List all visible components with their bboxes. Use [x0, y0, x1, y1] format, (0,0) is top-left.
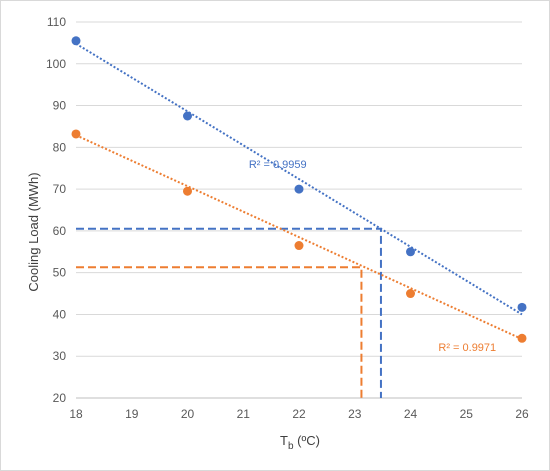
y-tick-label: 40 [53, 307, 67, 321]
y-tick-label: 60 [53, 224, 67, 238]
data-point [183, 186, 192, 196]
x-tick-labels: 18 19 20 21 22 23 24 25 26 [69, 407, 529, 421]
data-points [71, 36, 527, 343]
y-tick-label: 90 [53, 99, 67, 113]
x-tick-label: 25 [460, 407, 474, 421]
data-point [406, 247, 415, 257]
y-tick-label: 50 [53, 266, 67, 280]
data-point [71, 36, 81, 46]
x-tick-label: 22 [292, 407, 306, 421]
y-tick-label: 100 [46, 57, 66, 71]
x-axis-title: Tb (ºC) [280, 433, 320, 452]
x-axis-title-unit: (ºC) [294, 433, 320, 448]
x-tick-label: 18 [69, 407, 83, 421]
y-tick-label: 70 [53, 182, 67, 196]
trendline-0 [75, 42, 523, 316]
x-axis-title-main: T [280, 433, 288, 448]
data-point [183, 111, 192, 121]
y-tick-label: 80 [53, 140, 67, 154]
x-tick-label: 20 [181, 407, 195, 421]
x-tick-label: 26 [515, 407, 529, 421]
x-tick-label: 19 [125, 407, 139, 421]
y-tick-label: 110 [47, 15, 66, 29]
gridlines [76, 21, 522, 399]
data-point [294, 184, 304, 194]
data-point [294, 241, 304, 251]
y-tick-label: 30 [53, 349, 67, 363]
y-tick-labels: 20 30 40 50 60 70 80 90 100 110 [46, 15, 66, 405]
x-tick-label: 23 [348, 407, 362, 421]
data-point [517, 333, 527, 343]
r2-label: R² = 0.9971 [438, 342, 496, 354]
r2-labels: R² = 0.9959 R² = 0.9971 [249, 159, 496, 354]
data-point [71, 129, 81, 139]
data-point [406, 289, 415, 299]
trendlines [75, 42, 523, 341]
reference-line-1 [76, 266, 363, 398]
x-axis-title-subscript: b [288, 441, 294, 452]
y-tick-label: 20 [53, 391, 67, 405]
x-tick-label: 24 [404, 407, 418, 421]
trendline-1 [75, 134, 523, 341]
x-tick-label: 21 [237, 407, 251, 421]
r2-label: R² = 0.9959 [249, 159, 307, 171]
y-axis-title: Cooling Load (MWh) [26, 172, 41, 291]
data-point [517, 302, 527, 312]
